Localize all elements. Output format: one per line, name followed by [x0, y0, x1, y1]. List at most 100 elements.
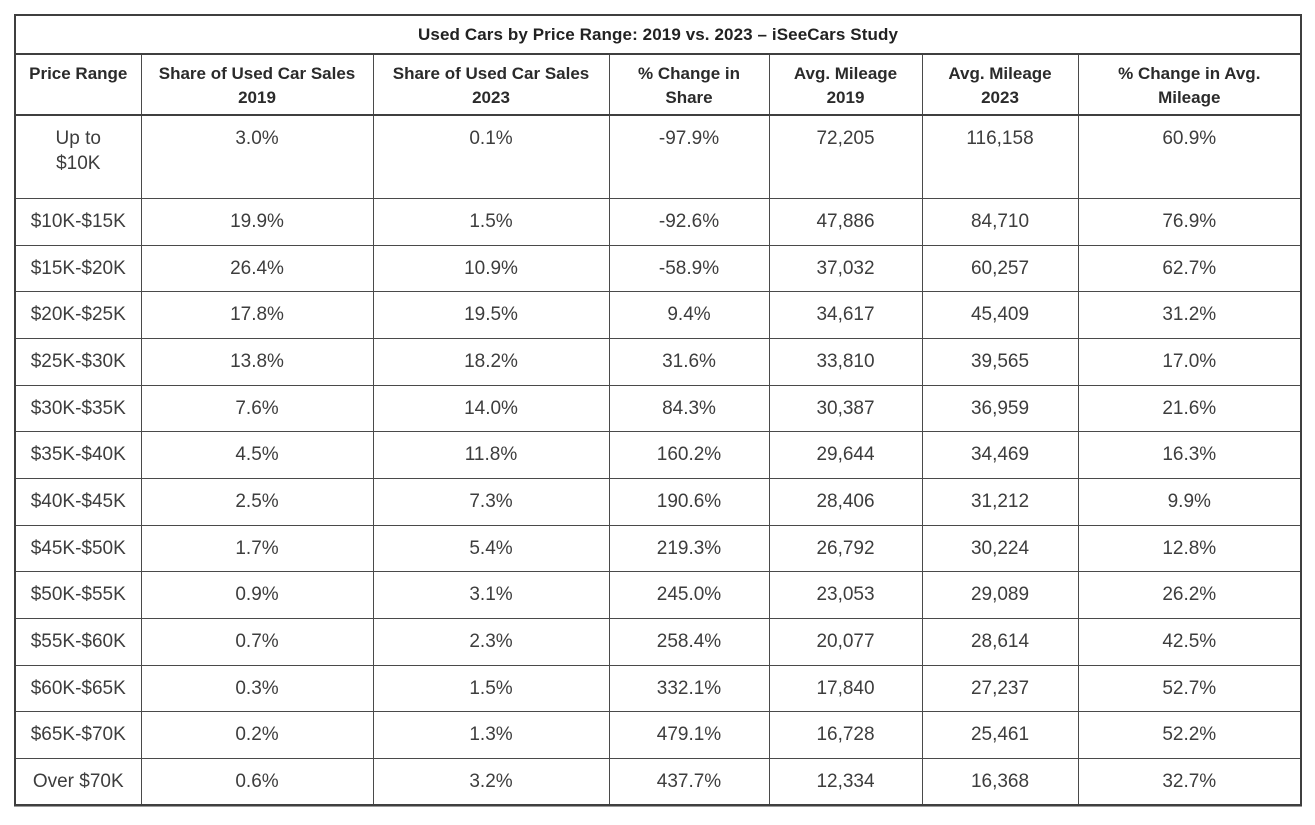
table-row: Up to $10K 3.0% 0.1% -97.9% 72,205 116,158 60.…: [14, 114, 1302, 200]
table-cell: 7.3%: [372, 477, 610, 526]
column-header-3: % Change in Share: [608, 53, 770, 116]
price-range-cell: $10K-$15K: [14, 198, 142, 246]
table-cell: 14.0%: [372, 384, 610, 433]
table-cell: 2.5%: [140, 477, 374, 526]
table-cell: 13.8%: [140, 338, 374, 386]
table-cell: 17.0%: [1077, 338, 1302, 386]
table-cell: 3.0%: [140, 114, 374, 200]
table-row: $30K-$35K 7.6% 14.0% 84.3% 30,387 36,959 21.6%: [14, 384, 1302, 433]
table-title-row: Used Cars by Price Range: 2019 vs. 2023 …: [15, 15, 1302, 55]
table-cell: 34,469: [921, 431, 1079, 479]
table-cell: 219.3%: [608, 524, 770, 573]
table-cell: 84,710: [921, 198, 1079, 246]
table-cell: 39,565: [921, 338, 1079, 386]
table-cell: 9.9%: [1077, 477, 1302, 526]
table-cell: 21.6%: [1077, 384, 1302, 433]
table-cell: 72,205: [768, 114, 923, 200]
page: Used Cars by Price Range: 2019 vs. 2023 …: [14, 14, 1303, 807]
table-cell: 0.2%: [140, 711, 374, 759]
table-cell: 23,053: [768, 571, 923, 619]
table-cell: 1.5%: [372, 198, 610, 246]
table-cell: 60,257: [921, 244, 1079, 293]
table-cell: 28,614: [921, 617, 1079, 666]
table-cell: 45,409: [921, 291, 1079, 340]
price-range-cell: $65K-$70K: [14, 711, 142, 759]
table-cell: 9.4%: [608, 291, 770, 340]
table-cell: 12,334: [768, 757, 923, 806]
table-cell: 1.7%: [140, 524, 374, 573]
table-cell: 60.9%: [1077, 114, 1302, 200]
column-header-4: Avg. Mileage 2019: [768, 53, 923, 116]
table-cell: 0.9%: [140, 571, 374, 619]
price-range-cell: $20K-$25K: [14, 291, 142, 340]
table-cell: 1.3%: [372, 711, 610, 759]
table-cell: 3.1%: [372, 571, 610, 619]
table-cell: 25,461: [921, 711, 1079, 759]
table-row: $15K-$20K 26.4% 10.9% -58.9% 37,032 60,257 62.…: [14, 244, 1302, 293]
table-cell: 30,387: [768, 384, 923, 433]
table-cell: -58.9%: [608, 244, 770, 293]
table-cell: 0.1%: [372, 114, 610, 200]
table-cell: 19.9%: [140, 198, 374, 246]
table-cell: 32.7%: [1077, 757, 1302, 806]
table-header-row: Price Range Share of Used Car Sales 2019 S…: [14, 53, 1302, 116]
table-row: $20K-$25K 17.8% 19.5% 9.4% 34,617 45,409 31.2%: [14, 291, 1302, 340]
table-row: $55K-$60K 0.7% 2.3% 258.4% 20,077 28,614 42.5%: [14, 617, 1302, 666]
price-range-cell: $55K-$60K: [14, 617, 142, 666]
table-cell: 116,158: [921, 114, 1079, 200]
table-cell: 29,089: [921, 571, 1079, 619]
table-cell: 17.8%: [140, 291, 374, 340]
table-cell: 479.1%: [608, 711, 770, 759]
table-row: $35K-$40K 4.5% 11.8% 160.2% 29,644 34,469 16.3…: [14, 431, 1302, 479]
table-cell: 28,406: [768, 477, 923, 526]
price-range-cell: $50K-$55K: [14, 571, 142, 619]
table-cell: -97.9%: [608, 114, 770, 200]
table-cell: 27,237: [921, 664, 1079, 713]
table-cell: 7.6%: [140, 384, 374, 433]
table-cell: 20,077: [768, 617, 923, 666]
table-cell: 5.4%: [372, 524, 610, 573]
table-cell: 190.6%: [608, 477, 770, 526]
table-row: $40K-$45K 2.5% 7.3% 190.6% 28,406 31,212 9.9%: [14, 477, 1302, 526]
table-cell: 26,792: [768, 524, 923, 573]
table-cell: 84.3%: [608, 384, 770, 433]
table-cell: 258.4%: [608, 617, 770, 666]
price-range-cell: Up to $10K: [14, 114, 142, 200]
price-range-cell: $35K-$40K: [14, 431, 142, 479]
price-range-cell: $25K-$30K: [14, 338, 142, 386]
table-cell: 16.3%: [1077, 431, 1302, 479]
table-title: Used Cars by Price Range: 2019 vs. 2023 …: [15, 15, 1302, 55]
table-head: Used Cars by Price Range: 2019 vs. 2023 …: [14, 15, 1302, 116]
table-cell: -92.6%: [608, 198, 770, 246]
table-cell: 2.3%: [372, 617, 610, 666]
column-header-6: % Change in Avg. Mileage: [1077, 53, 1302, 116]
table-cell: 11.8%: [372, 431, 610, 479]
column-header-1: Share of Used Car Sales 2019: [140, 53, 374, 116]
column-header-5: Avg. Mileage 2023: [921, 53, 1079, 116]
table-cell: 34,617: [768, 291, 923, 340]
table-cell: 160.2%: [608, 431, 770, 479]
table-row: $60K-$65K 0.3% 1.5% 332.1% 17,840 27,237 52.7%: [14, 664, 1302, 713]
table-cell: 16,728: [768, 711, 923, 759]
table-cell: 1.5%: [372, 664, 610, 713]
table-cell: 26.4%: [140, 244, 374, 293]
table-cell: 17,840: [768, 664, 923, 713]
column-header-0: Price Range: [14, 53, 142, 116]
table-cell: 36,959: [921, 384, 1079, 433]
table-cell: 0.3%: [140, 664, 374, 713]
price-range-cell: $40K-$45K: [14, 477, 142, 526]
table-cell: 19.5%: [372, 291, 610, 340]
table-cell: 29,644: [768, 431, 923, 479]
table-row: Over $70K 0.6% 3.2% 437.7% 12,334 16,368 32.7%: [14, 757, 1302, 806]
price-range-cell: $60K-$65K: [14, 664, 142, 713]
table-row: $45K-$50K 1.7% 5.4% 219.3% 26,792 30,224 12.8%: [14, 524, 1302, 573]
table-cell: 62.7%: [1077, 244, 1302, 293]
table-cell: 3.2%: [372, 757, 610, 806]
table-cell: 437.7%: [608, 757, 770, 806]
column-header-2: Share of Used Car Sales 2023: [372, 53, 610, 116]
table-row: $25K-$30K 13.8% 18.2% 31.6% 33,810 39,565 17.0…: [14, 338, 1302, 386]
table-cell: 26.2%: [1077, 571, 1302, 619]
table-row: $65K-$70K 0.2% 1.3% 479.1% 16,728 25,461 52.2%: [14, 711, 1302, 759]
price-range-cell: Over $70K: [14, 757, 142, 806]
price-range-cell: $15K-$20K: [14, 244, 142, 293]
